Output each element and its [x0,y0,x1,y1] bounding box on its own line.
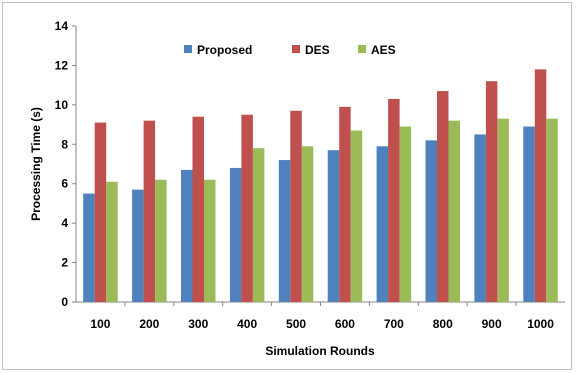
bar-proposed-100 [83,193,95,302]
bar-aes-700 [399,126,412,303]
bar-proposed-1000 [523,126,535,303]
x-tick-label: 300 [188,317,208,331]
y-tick-label: 12 [55,58,69,72]
bar-proposed-900 [474,134,486,302]
bar-proposed-200 [132,189,144,302]
bar-proposed-500 [278,160,291,302]
bar-des-1000 [534,69,547,302]
y-tick-label: 8 [61,137,68,151]
bar-aes-800 [448,120,460,302]
bar-proposed-300 [181,169,193,302]
legend-swatch-aes [358,45,366,53]
y-axis-title: Processing Time (s) [29,107,43,221]
bar-aes-300 [204,179,216,302]
legend-swatch-des [292,45,300,53]
y-tick-label: 2 [61,256,68,270]
y-tick-label: 14 [55,19,69,33]
bar-aes-100 [106,181,118,302]
bars [83,69,558,303]
bar-proposed-700 [376,146,389,302]
x-tick-label: 800 [433,317,453,331]
x-tick-label: 400 [237,317,257,331]
bar-des-100 [94,122,107,302]
legend-label-aes: AES [371,43,396,57]
bar-des-900 [485,81,498,302]
bar-des-800 [437,91,449,302]
bar-des-700 [388,98,400,302]
x-tick-label: 200 [139,317,159,331]
bar-des-600 [339,106,351,302]
bar-aes-600 [350,130,363,302]
legend: Proposed DES AES [184,43,396,57]
legend-swatch-proposed [184,45,192,53]
x-tick-label: 700 [384,317,404,331]
y-tick-label: 4 [61,216,68,230]
bar-des-400 [241,114,253,302]
bar-proposed-400 [229,167,242,302]
bar-aes-900 [497,118,509,303]
x-axis-title: Simulation Rounds [265,344,375,358]
legend-label-des: DES [305,43,330,57]
bar-aes-500 [301,146,314,302]
y-tick-label: 6 [61,177,68,191]
y-ticks: 0 2 4 6 8 10 12 14 [55,19,76,309]
x-tick-label: 500 [286,317,306,331]
y-tick-label: 0 [61,295,68,309]
legend-label-proposed: Proposed [197,43,252,57]
x-tick-label: 600 [335,317,355,331]
bar-aes-400 [252,148,265,302]
x-ticks: 100 200 300 400 500 600 700 800 900 1000 [90,302,554,331]
bar-proposed-800 [425,140,437,302]
bar-aes-1000 [546,118,558,303]
bar-des-300 [192,116,204,302]
x-tick-label: 900 [482,317,502,331]
y-tick-label: 10 [55,98,69,112]
bar-aes-200 [155,179,167,302]
x-tick-label: 1000 [527,317,554,331]
bar-proposed-600 [327,150,340,302]
bar-des-500 [290,110,302,303]
bar-des-200 [143,120,156,302]
x-tick-label: 100 [90,317,110,331]
